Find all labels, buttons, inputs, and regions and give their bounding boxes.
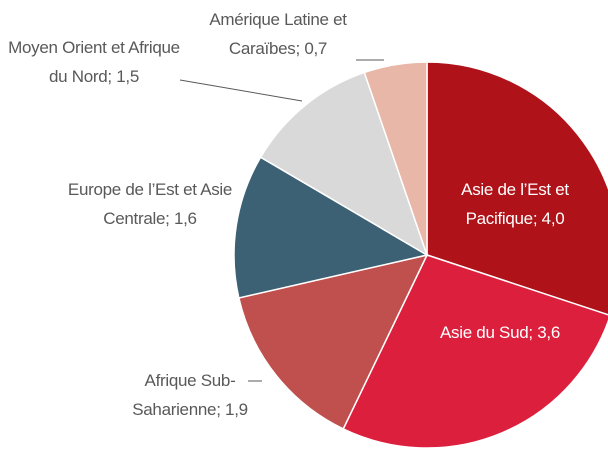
category-name: Moyen Orient et Afrique du Nord [8,38,180,86]
category-name: Asie du Sud [440,323,529,342]
label-separator: ; [295,39,305,58]
slice-label: Afrique Sub-Saharienne; 1,9 [132,366,248,424]
slice-label: Asie de l’Est et Pacifique; 4,0 [445,175,585,233]
label-separator: ; [216,400,226,419]
label-separator: ; [532,209,542,228]
value-label: 4,0 [541,209,565,228]
pie-slice [259,71,429,257]
category-name: Afrique Sub-Saharienne [132,371,236,419]
category-name: Asie de l’Est et Pacifique [461,180,569,228]
category-name: Europe de l’Est et Asie Centrale [67,180,233,228]
value-label: 1,5 [116,67,139,86]
slice-label: Amérique Latine et Caraïbes; 0,7 [188,5,368,63]
pie-slice [237,253,429,430]
value-label: 1,9 [225,400,248,419]
value-label: 3,6 [537,323,560,342]
value-label: 1,6 [173,209,197,228]
label-separator: ; [165,209,174,228]
pie-slice [233,156,430,299]
pie-slice [363,61,428,256]
leader-line [179,79,303,102]
value-label: 0,7 [304,39,328,58]
slice-label: Moyen Orient et Afrique du Nord; 1,5 [8,33,180,91]
category-name: Amérique Latine et Caraïbes [209,10,347,58]
pie-slice [426,61,608,316]
pie-slice [342,254,608,449]
slice-label: Asie du Sud; 3,6 [400,318,600,347]
label-separator: ; [107,67,117,86]
label-separator: ; [528,323,538,342]
slice-label: Europe de l’Est et Asie Centrale; 1,6 [65,175,235,233]
